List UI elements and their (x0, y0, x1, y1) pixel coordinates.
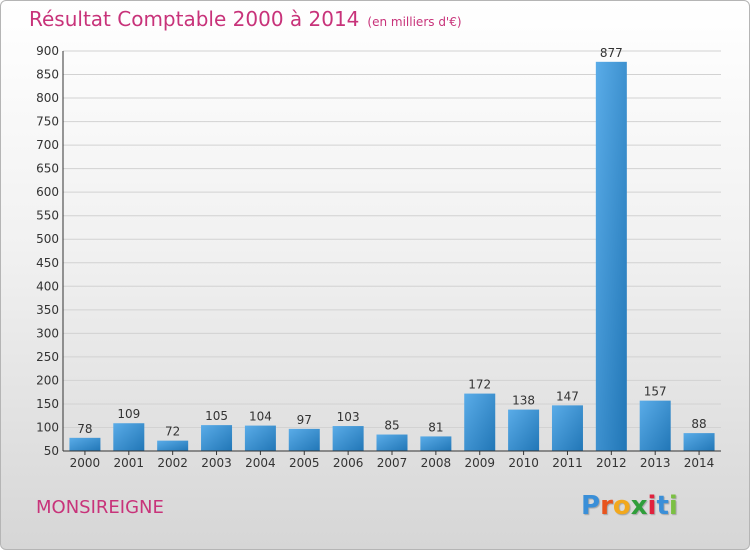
bar (69, 437, 101, 451)
x-tick-label: 2003 (201, 456, 232, 470)
data-label: 97 (297, 413, 312, 427)
data-label: 157 (644, 385, 667, 399)
y-tick-label: 700 (36, 138, 59, 152)
data-label: 172 (468, 378, 491, 392)
data-label: 105 (205, 409, 228, 423)
bar (639, 400, 671, 451)
bar (464, 393, 496, 451)
x-tick-label: 2004 (245, 456, 276, 470)
bar (332, 426, 364, 451)
x-tick-label: 2002 (157, 456, 188, 470)
x-tick-label: 2000 (70, 456, 101, 470)
bar (508, 409, 540, 451)
data-label: 78 (77, 422, 92, 436)
y-tick-label: 600 (36, 185, 59, 199)
x-tick-label: 2012 (596, 456, 627, 470)
y-tick-label: 750 (36, 115, 59, 129)
y-tick-label: 800 (36, 91, 59, 105)
y-tick-label: 50 (44, 444, 59, 458)
y-tick-label: 400 (36, 279, 59, 293)
bars (69, 61, 715, 452)
bar (376, 434, 408, 451)
data-label: 109 (117, 407, 140, 421)
data-label: 85 (384, 419, 399, 433)
bar (551, 405, 583, 451)
y-tick-label: 350 (36, 303, 59, 317)
bar (244, 425, 276, 451)
bar (288, 428, 320, 451)
data-label: 104 (249, 410, 272, 424)
x-tick-label: 2013 (640, 456, 671, 470)
bar (420, 436, 452, 451)
y-tick-label: 150 (36, 397, 59, 411)
y-tick-label: 900 (36, 44, 59, 58)
y-tick-label: 450 (36, 256, 59, 270)
logo-letter: o (612, 491, 631, 521)
x-tick-label: 2007 (377, 456, 408, 470)
bar (157, 440, 189, 451)
data-label: 138 (512, 394, 535, 408)
proxiti-logo: Proxiti (581, 491, 678, 521)
y-tick-label: 100 (36, 420, 59, 434)
logo-letter: x (630, 491, 648, 521)
y-tick-label: 200 (36, 373, 59, 387)
logo-letter: t (656, 491, 669, 521)
x-tick-label: 2011 (552, 456, 583, 470)
bar (595, 61, 627, 452)
x-tick-label: 2005 (289, 456, 320, 470)
data-label: 877 (600, 46, 623, 60)
logo-letter: i (647, 491, 657, 521)
data-label: 81 (428, 420, 443, 434)
logo-letter: i (668, 491, 678, 521)
x-tick-label: 2010 (508, 456, 539, 470)
x-tick-label: 2014 (684, 456, 715, 470)
commune-name: MONSIREIGNE (36, 497, 164, 518)
bar (683, 433, 715, 451)
y-tick-label: 550 (36, 209, 59, 223)
data-label: 147 (556, 389, 579, 403)
y-tick-label: 500 (36, 232, 59, 246)
y-tick-label: 650 (36, 162, 59, 176)
data-label: 88 (691, 417, 706, 431)
y-tick-label: 250 (36, 350, 59, 364)
y-tick-label: 850 (36, 68, 59, 82)
chart-unit: (en milliers d'€) (367, 15, 462, 29)
x-tick-label: 2009 (464, 456, 495, 470)
axes: 50 100 150 200 250 300 350 400 450 500 550 600 650 70… (36, 44, 721, 470)
bar (113, 423, 145, 451)
data-labels: 78 109 72 105 104 97 103 85 81 172 138 147 877 157 88 (77, 46, 706, 439)
y-tick-label: 300 (36, 326, 59, 340)
data-label: 103 (337, 410, 360, 424)
x-tick-label: 2008 (421, 456, 452, 470)
x-tick-label: 2006 (333, 456, 364, 470)
chart-title-text: Résultat Comptable 2000 à 2014 (29, 7, 360, 31)
chart-title: Résultat Comptable 2000 à 2014 (en millie… (29, 7, 462, 31)
logo-letter: r (600, 491, 613, 521)
logo-letter: P (581, 491, 601, 521)
data-label: 72 (165, 425, 180, 439)
bar (201, 425, 233, 451)
x-tick-label: 2001 (114, 456, 145, 470)
